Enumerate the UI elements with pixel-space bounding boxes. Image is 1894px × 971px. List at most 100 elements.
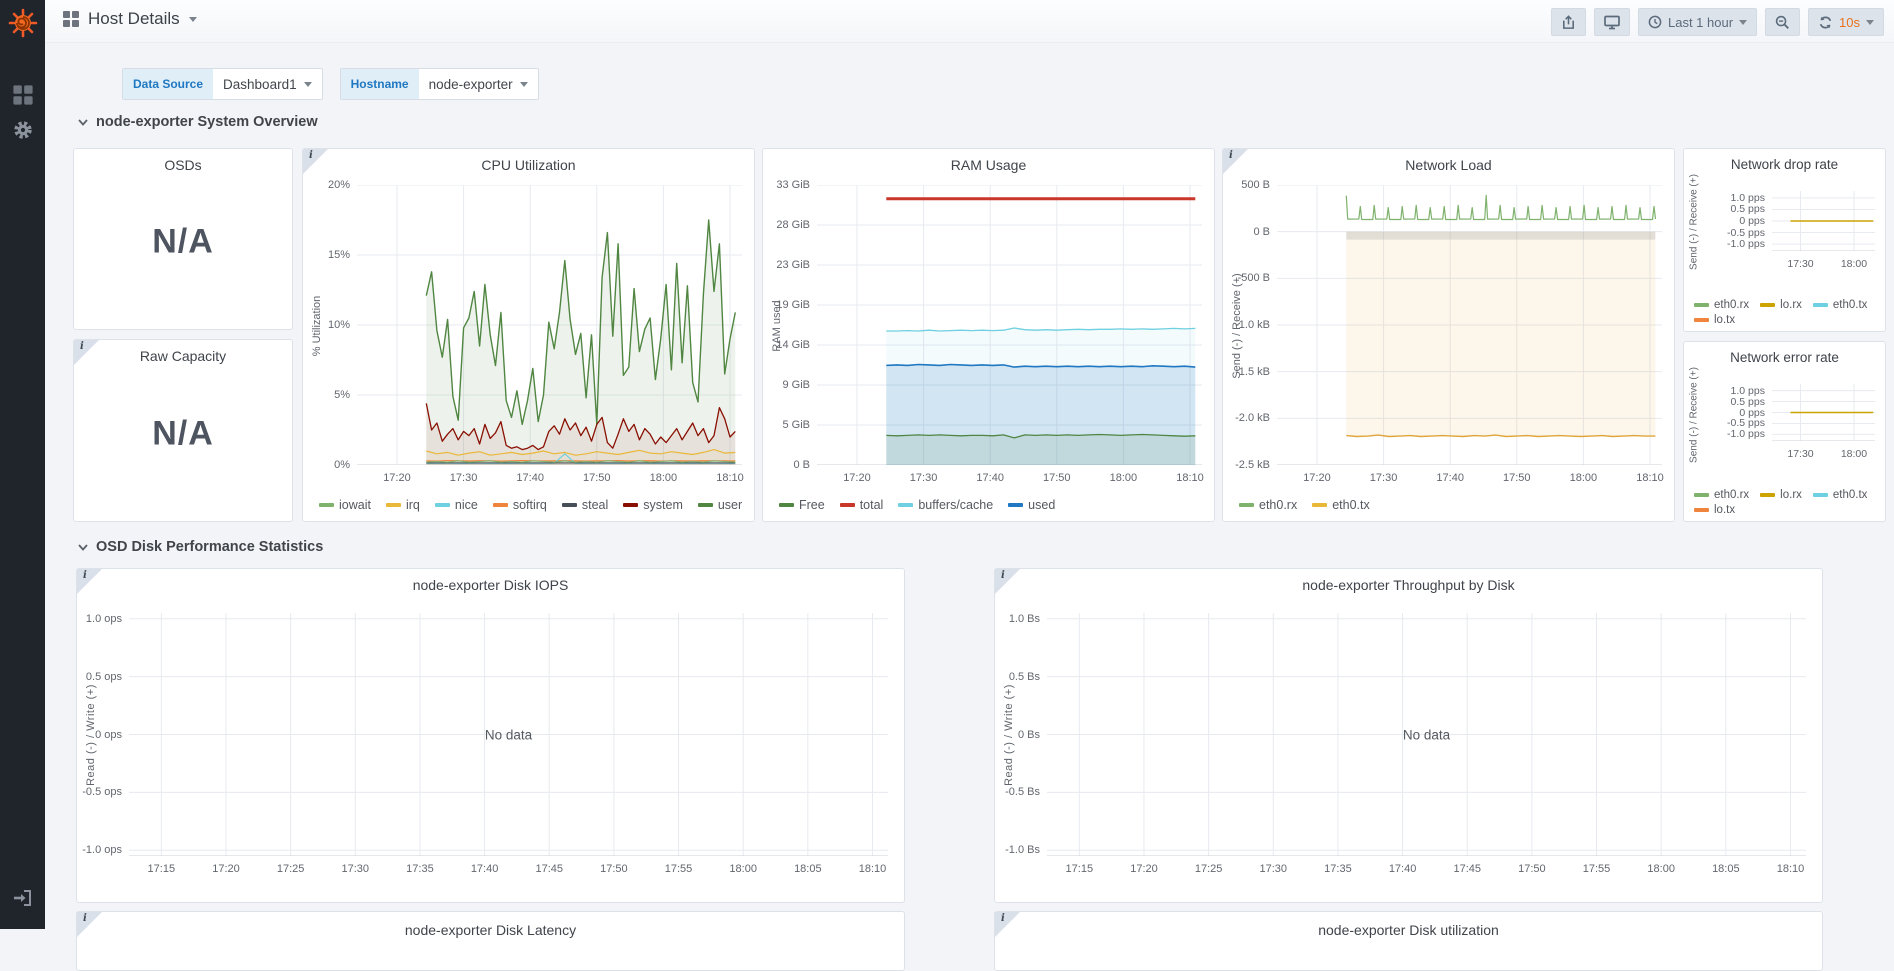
y-tick-label: 0 ops (95, 728, 122, 741)
legend-swatch (1760, 493, 1776, 497)
row-header-disk-performance[interactable]: OSD Disk Performance Statistics (78, 539, 323, 555)
legend-item-eth0.rx[interactable]: eth0.rx (1694, 489, 1749, 501)
legend-label: steal (581, 498, 609, 512)
legend-label: softirq (512, 498, 547, 512)
top-navbar: Host Details Last 1 hour (45, 0, 1894, 43)
x-tick-label: 17:35 (1324, 863, 1352, 875)
panel-disk-utilization[interactable]: i node-exporter Disk utilization (994, 911, 1823, 971)
chart-legend: Free total buffers/cache used (779, 498, 1206, 512)
panel-title[interactable]: node-exporter Disk IOPS (412, 577, 569, 593)
x-tick-label: 18:00 (1569, 472, 1598, 484)
dashboard-toolbar: Last 1 hour 10s (1550, 8, 1884, 36)
legend-item-buffers-cache[interactable]: buffers/cache (898, 498, 993, 512)
panel-title[interactable]: Network drop rate (1730, 157, 1839, 172)
info-letter: i (83, 570, 87, 581)
legend-swatch (779, 503, 794, 507)
legend-item-iowait[interactable]: iowait (319, 498, 371, 512)
info-letter: i (1229, 150, 1233, 161)
sign-in-icon (13, 890, 31, 906)
dashboard-title-dropdown[interactable]: Host Details (63, 9, 197, 29)
panel-osds[interactable]: OSDs N/A (73, 148, 293, 330)
legend-item-eth0.tx[interactable]: eth0.tx (1812, 489, 1868, 501)
y-tick-label: -1.0 kB (1235, 319, 1270, 331)
panel-title[interactable]: node-exporter Disk utilization (1318, 922, 1499, 938)
zoom-out-button[interactable] (1765, 8, 1801, 36)
left-sidebar (0, 0, 45, 929)
plot-area[interactable] (817, 185, 1202, 465)
time-range-picker[interactable]: Last 1 hour (1637, 8, 1758, 36)
panel-network-error-rate[interactable]: Network error rate Send (-) / Receive (+… (1683, 341, 1886, 522)
legend-label: system (643, 498, 683, 512)
info-letter: i (309, 150, 313, 161)
y-tick-label: 28 GiB (776, 219, 810, 232)
monitor-icon (1604, 15, 1620, 29)
panel-network-load[interactable]: i Network Load Send (-) / Receive (+) et… (1222, 148, 1675, 522)
plot-area[interactable] (1047, 613, 1806, 856)
panel-title[interactable]: Network error rate (1730, 350, 1839, 365)
panel-title[interactable]: CPU Utilization (481, 157, 576, 173)
legend-item-lo.rx[interactable]: lo.rx (1760, 489, 1802, 501)
panel-raw-capacity[interactable]: i Raw Capacity N/A (73, 339, 293, 522)
panel-title[interactable]: Raw Capacity (139, 348, 227, 364)
x-tick-label: 17:55 (664, 863, 693, 875)
variable-hostname-value[interactable]: node-exporter (419, 69, 538, 99)
share-button[interactable] (1550, 8, 1586, 36)
legend-item-lo.tx[interactable]: lo.tx (1694, 314, 1735, 326)
panel-disk-iops[interactable]: i node-exporter Disk IOPS Read (-) / Wri… (76, 568, 905, 903)
legend-item-eth0.rx[interactable]: eth0.rx (1239, 498, 1297, 512)
legend-item-softirq[interactable]: softirq (492, 498, 547, 512)
legend-item-steal[interactable]: steal (561, 498, 609, 512)
legend-item-total[interactable]: total (839, 498, 883, 512)
sidebar-dashboards-item[interactable] (0, 77, 45, 113)
x-tick-label: 17:45 (1453, 863, 1481, 875)
sidebar-signin-item[interactable] (0, 880, 45, 916)
info-letter: i (83, 913, 87, 924)
x-tick-label: 17:30 (449, 472, 478, 484)
plot-area[interactable] (1772, 384, 1875, 441)
refresh-icon (1819, 16, 1832, 28)
x-tick-label: 17:30 (1787, 448, 1814, 460)
legend-item-irq[interactable]: irq (385, 498, 420, 512)
panel-ram-usage[interactable]: RAM Usage RAM used Free total buffers/cach… (762, 148, 1215, 522)
plot-area[interactable] (1277, 185, 1662, 465)
panel-cpu-utilization[interactable]: i CPU Utilization % Utilization iowait ir… (302, 148, 755, 522)
variable-datasource-value[interactable]: Dashboard1 (213, 69, 322, 99)
legend-item-used[interactable]: used (1008, 498, 1055, 512)
panel-disk-latency[interactable]: i node-exporter Disk Latency (76, 911, 905, 971)
refresh-button[interactable]: 10s (1808, 8, 1884, 36)
legend-label: eth0.tx (1832, 489, 1868, 501)
panel-title[interactable]: node-exporter Disk Latency (404, 922, 577, 938)
panel-title[interactable]: OSDs (164, 157, 202, 173)
panel-network-drop-rate[interactable]: Network drop rate Send (-) / Receive (+)… (1683, 148, 1886, 332)
legend-swatch (319, 503, 334, 507)
legend-item-eth0.tx[interactable]: eth0.tx (1812, 299, 1867, 311)
y-tick-label: 0 B (1253, 225, 1270, 238)
legend-item-user[interactable]: user (697, 498, 742, 512)
y-tick-label: 1.0 pps (1730, 191, 1765, 204)
x-tick-label: 17:20 (212, 863, 240, 875)
grafana-logo[interactable] (0, 2, 45, 44)
y-tick-label: -2.5 kB (1235, 459, 1270, 471)
legend-item-nice[interactable]: nice (434, 498, 478, 512)
y-tick-label: 5 GiB (782, 418, 810, 431)
sidebar-settings-item[interactable] (0, 112, 45, 148)
x-tick-label: 18:00 (1109, 472, 1138, 484)
legend-item-system[interactable]: system (623, 498, 683, 512)
chart-legend: eth0.rx lo.rx eth0.tx lo.tx (1694, 489, 1880, 516)
x-tick-label: 17:50 (1503, 472, 1531, 484)
legend-item-eth0.rx[interactable]: eth0.rx (1694, 299, 1749, 311)
plot-area[interactable] (129, 613, 888, 856)
legend-item-lo.tx[interactable]: lo.tx (1694, 504, 1735, 516)
panel-title[interactable]: node-exporter Throughput by Disk (1302, 577, 1515, 593)
plot-area[interactable] (357, 185, 742, 465)
legend-item-lo.rx[interactable]: lo.rx (1760, 299, 1802, 311)
panel-title[interactable]: Network Load (1405, 157, 1492, 173)
panel-disk-throughput[interactable]: i node-exporter Throughput by Disk Read … (994, 568, 1823, 903)
variable-hostname: Hostname node-exporter (339, 68, 539, 100)
plot-area[interactable] (1772, 191, 1875, 251)
panel-title[interactable]: RAM Usage (950, 157, 1027, 173)
kiosk-mode-button[interactable] (1593, 8, 1630, 36)
row-header-system-overview[interactable]: node-exporter System Overview (78, 114, 318, 130)
legend-item-eth0.tx[interactable]: eth0.tx (1312, 498, 1370, 512)
legend-item-Free[interactable]: Free (779, 498, 825, 512)
